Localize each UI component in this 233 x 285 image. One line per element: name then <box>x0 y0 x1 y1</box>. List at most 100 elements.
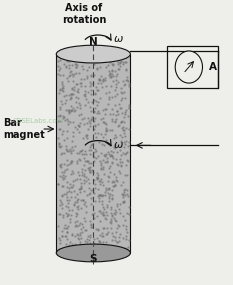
Point <box>97 76 100 81</box>
Point <box>61 213 65 218</box>
Point <box>121 62 125 67</box>
Point <box>56 181 60 186</box>
Point <box>59 164 63 169</box>
Point <box>100 180 104 185</box>
Point <box>101 141 104 146</box>
Point <box>91 152 95 157</box>
Point <box>104 137 108 142</box>
Point <box>67 110 71 115</box>
Point <box>112 145 115 150</box>
Point <box>93 182 97 186</box>
Point <box>106 102 110 107</box>
Point <box>69 109 72 114</box>
Point <box>108 112 112 117</box>
Point <box>56 224 60 229</box>
Point <box>89 160 93 165</box>
Point <box>110 69 114 73</box>
Point <box>64 210 68 215</box>
Polygon shape <box>56 54 130 253</box>
Point <box>80 57 83 62</box>
Point <box>114 85 118 89</box>
Point <box>119 144 123 148</box>
Point <box>56 64 60 68</box>
Point <box>98 64 102 69</box>
Point <box>113 234 117 239</box>
Point <box>85 133 89 137</box>
Point <box>74 81 78 86</box>
Point <box>110 213 114 218</box>
Point <box>62 170 66 174</box>
Point <box>96 88 100 93</box>
Point <box>71 249 75 253</box>
Point <box>116 162 119 166</box>
Point <box>64 64 68 68</box>
Point <box>84 228 88 233</box>
Point <box>85 121 89 126</box>
Point <box>83 200 86 204</box>
Point <box>107 151 111 156</box>
Point <box>101 167 105 171</box>
Point <box>89 88 93 93</box>
Point <box>115 108 118 113</box>
Point <box>83 159 87 163</box>
Point <box>118 211 122 215</box>
Point <box>117 122 120 127</box>
Point <box>56 114 60 119</box>
Point <box>61 229 64 234</box>
Point <box>102 212 106 217</box>
Point <box>70 144 74 149</box>
Point <box>70 242 74 246</box>
Point <box>66 223 70 228</box>
Text: A: A <box>209 62 217 72</box>
Point <box>104 232 108 236</box>
Point <box>95 177 99 182</box>
Point <box>125 158 129 162</box>
Point <box>93 123 96 128</box>
Point <box>99 192 103 197</box>
Point <box>58 87 62 92</box>
Point <box>88 105 92 109</box>
Point <box>73 195 77 200</box>
Point <box>58 247 61 251</box>
Point <box>123 217 127 222</box>
Point <box>100 194 104 198</box>
Point <box>107 166 111 170</box>
Point <box>99 192 103 197</box>
Point <box>81 225 85 230</box>
Point <box>93 186 97 191</box>
Point <box>116 112 120 116</box>
Point <box>103 132 107 136</box>
Point <box>84 250 87 254</box>
Point <box>97 246 101 251</box>
Point <box>64 192 67 196</box>
Point <box>101 79 105 84</box>
Text: CBSELabs.com: CBSELabs.com <box>12 118 64 124</box>
Point <box>108 192 112 196</box>
Point <box>85 73 89 78</box>
Point <box>63 233 67 238</box>
Point <box>108 169 112 174</box>
Point <box>57 142 61 146</box>
Point <box>98 178 101 183</box>
Point <box>78 233 82 237</box>
Point <box>85 158 89 163</box>
Point <box>92 127 96 131</box>
Point <box>102 206 106 211</box>
Point <box>60 192 64 197</box>
Point <box>71 168 74 173</box>
Point <box>60 86 63 90</box>
Point <box>102 171 106 176</box>
Point <box>75 232 79 237</box>
Point <box>60 132 64 136</box>
Point <box>114 178 118 182</box>
Point <box>96 81 100 85</box>
Point <box>81 198 85 202</box>
Point <box>71 105 75 110</box>
Point <box>57 90 61 95</box>
Point <box>67 109 71 113</box>
Point <box>76 87 80 91</box>
Point <box>77 113 81 117</box>
Point <box>116 80 120 84</box>
Point <box>58 66 62 70</box>
Point <box>88 64 91 69</box>
